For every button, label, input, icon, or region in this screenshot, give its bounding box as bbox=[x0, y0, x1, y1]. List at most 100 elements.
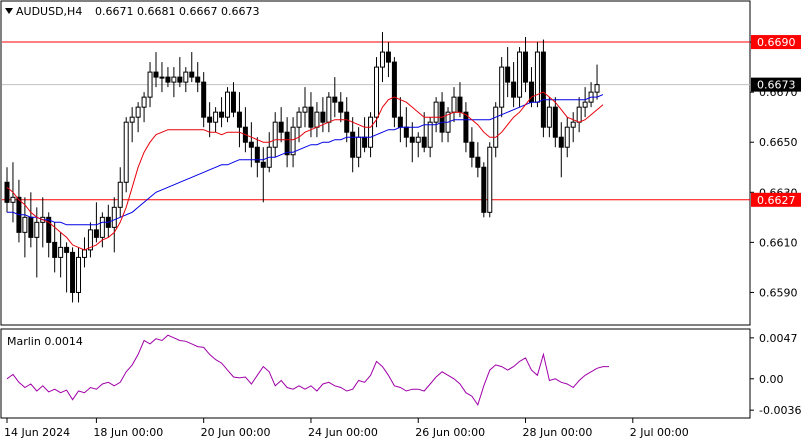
y-tick-label: 0.6610 bbox=[759, 236, 798, 249]
candle-bear bbox=[391, 61, 397, 118]
candle-bull bbox=[141, 96, 147, 108]
candles bbox=[4, 32, 600, 303]
candle-bear bbox=[540, 51, 546, 128]
candle-bull bbox=[22, 216, 28, 233]
candle-bull bbox=[415, 136, 421, 143]
candle-bear bbox=[93, 229, 99, 238]
x-tick-label: 2 Jul 00:00 bbox=[630, 426, 689, 439]
candle-bull bbox=[183, 71, 189, 83]
price-tag-label: 0.6690 bbox=[757, 36, 796, 49]
candle-bull bbox=[81, 249, 87, 258]
osc-tick-label: 0.00 bbox=[759, 373, 784, 386]
ma-slow-line bbox=[7, 94, 604, 226]
candle-bear bbox=[397, 116, 403, 128]
candle-bull bbox=[546, 106, 552, 128]
candle-bull bbox=[159, 76, 165, 79]
candle-bull bbox=[326, 96, 332, 123]
x-tick-label: 28 Jun 00:00 bbox=[523, 426, 593, 439]
candle-bull bbox=[272, 121, 278, 148]
candle-bull bbox=[171, 76, 177, 83]
moving-averages bbox=[6, 91, 604, 251]
candle-bear bbox=[362, 136, 368, 148]
candle-bull bbox=[34, 221, 40, 238]
candle-bull bbox=[379, 51, 385, 68]
candle-bear bbox=[511, 81, 517, 98]
candle-bull bbox=[564, 126, 570, 148]
candle-bull bbox=[493, 106, 499, 148]
candle-bull bbox=[123, 121, 129, 183]
candle-bear bbox=[260, 161, 266, 168]
candle-bear bbox=[552, 106, 558, 138]
candle-bear bbox=[189, 71, 195, 78]
candle-bear bbox=[344, 111, 350, 133]
candle-bull bbox=[356, 136, 362, 158]
main-pane-frame bbox=[0, 0, 751, 326]
candle-bull bbox=[135, 106, 141, 118]
candle-bear bbox=[475, 156, 481, 168]
oscillator bbox=[6, 334, 609, 407]
candle-bear bbox=[403, 126, 409, 138]
candle-bear bbox=[338, 101, 344, 113]
candle-bull bbox=[582, 101, 588, 108]
price-tag-bg bbox=[751, 35, 801, 50]
candle-bear bbox=[207, 116, 213, 123]
candle-bear bbox=[332, 96, 338, 103]
candle-bear bbox=[195, 76, 201, 83]
candle-bear bbox=[28, 216, 34, 238]
candle-bull bbox=[58, 246, 64, 258]
candle-bear bbox=[236, 111, 242, 128]
candle-bear bbox=[278, 121, 284, 133]
candle-bull bbox=[290, 126, 296, 156]
candle-bull bbox=[76, 256, 82, 293]
candle-bull bbox=[117, 181, 123, 208]
candle-bull bbox=[517, 51, 523, 98]
candle-bear bbox=[350, 131, 356, 158]
candle-bear bbox=[308, 106, 314, 128]
price-tag-label: 0.6627 bbox=[757, 194, 796, 207]
x-tick-label: 18 Jun 00:00 bbox=[93, 426, 163, 439]
candle-bear bbox=[230, 91, 236, 113]
candle-bear bbox=[505, 66, 511, 83]
candle-bear bbox=[385, 51, 391, 63]
x-tick-label: 20 Jun 00:00 bbox=[201, 426, 271, 439]
candle-bull bbox=[296, 111, 302, 128]
candle-bull bbox=[576, 106, 582, 123]
indicator-pane-frame bbox=[0, 328, 751, 419]
candle-bear bbox=[201, 81, 207, 118]
candle-bear bbox=[177, 76, 183, 83]
candle-bull bbox=[314, 111, 320, 128]
candle-bear bbox=[481, 166, 487, 213]
candle-bull bbox=[374, 66, 380, 118]
candle-bear bbox=[421, 136, 427, 148]
candle-bear bbox=[284, 131, 290, 156]
x-tick-label: 26 Jun 00:00 bbox=[415, 426, 485, 439]
candle-bear bbox=[469, 141, 475, 158]
candle-bull bbox=[302, 106, 308, 113]
candle-bear bbox=[153, 71, 159, 78]
candle-bull bbox=[225, 91, 231, 118]
candle-bull bbox=[451, 96, 457, 113]
candle-bear bbox=[46, 216, 52, 243]
candle-bull bbox=[87, 229, 93, 251]
candle-bear bbox=[463, 111, 469, 143]
osc-tick-label: 0.0047 bbox=[759, 332, 798, 345]
x-tick-label: 24 Jun 00:00 bbox=[308, 426, 378, 439]
candle-bear bbox=[64, 246, 70, 253]
dropdown-triangle-icon[interactable] bbox=[5, 8, 13, 14]
candle-bull bbox=[129, 116, 135, 123]
candle-bull bbox=[427, 121, 433, 148]
candle-bull bbox=[111, 206, 117, 228]
candle-bull bbox=[570, 121, 576, 128]
candle-bear bbox=[70, 251, 76, 293]
candle-bull bbox=[368, 116, 374, 148]
candle-bull bbox=[10, 196, 16, 203]
indicator-label: Marlin 0.0014 bbox=[7, 335, 83, 348]
candle-bull bbox=[213, 111, 219, 123]
candle-bull bbox=[499, 66, 505, 108]
candle-bear bbox=[320, 111, 326, 123]
x-tick-label: 14 Jun 2024 bbox=[4, 426, 70, 439]
ohlc-readout: 0.6671 0.6681 0.6667 0.6673 bbox=[95, 5, 259, 18]
candle-bear bbox=[4, 181, 10, 203]
y-tick-label: 0.6590 bbox=[759, 286, 798, 299]
